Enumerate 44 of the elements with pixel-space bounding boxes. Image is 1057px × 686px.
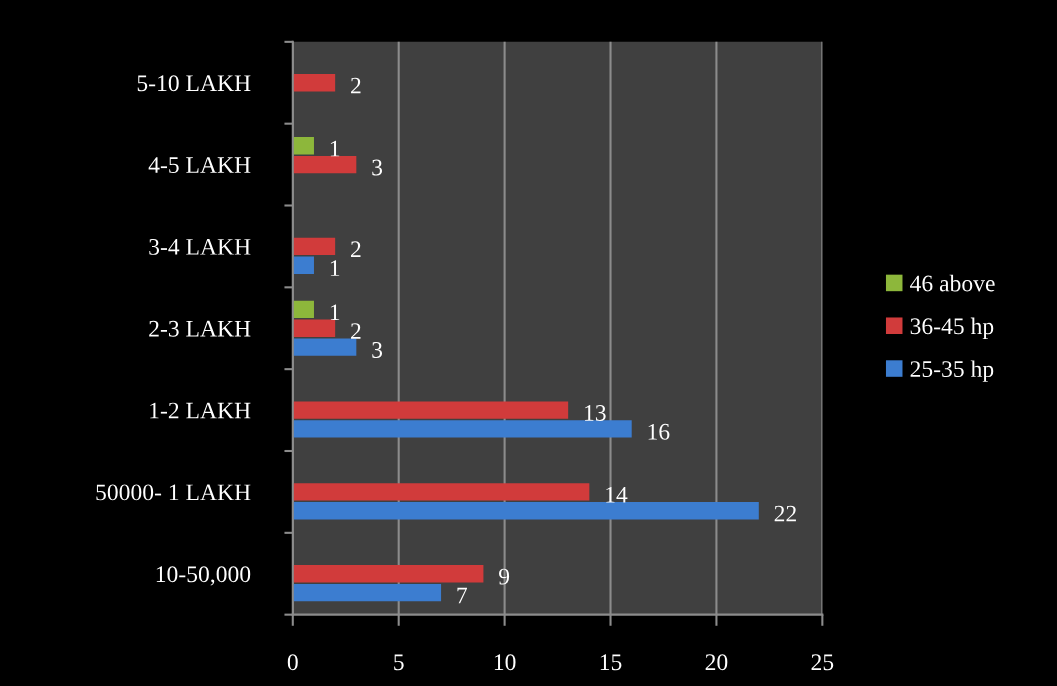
bar [292, 319, 336, 337]
data-label: 13 [585, 405, 606, 421]
bar [292, 237, 336, 256]
data-label: 22 [774, 505, 796, 522]
data-label: 9 [499, 568, 510, 585]
legend-label: 25-35 hp [910, 360, 994, 382]
bar [292, 401, 569, 419]
bar [292, 420, 632, 438]
data-label: 1 [330, 260, 340, 276]
bar [292, 502, 759, 520]
bar [292, 74, 336, 92]
y-tick-label: 4-5 LAKH [148, 157, 251, 174]
legend-label: 46 above [910, 274, 995, 292]
x-tick-label: 20 [705, 654, 728, 671]
x-tick-label: 0 [287, 654, 298, 671]
bar [292, 583, 442, 602]
data-label: 2 [351, 241, 361, 258]
x-tick-label: 25 [811, 654, 834, 671]
data-label: 2 [351, 77, 361, 94]
y-tick-label: 50000- 1 LAKH [96, 484, 251, 501]
x-tick-label: 10 [494, 654, 516, 671]
data-label: 14 [606, 486, 628, 503]
x-tick-label: 5 [394, 654, 404, 671]
bar [292, 300, 314, 319]
y-tick-label: 1-2 LAKH [150, 402, 251, 419]
data-label: 3 [372, 159, 383, 176]
y-tick-label: 3-4 LAKH [149, 238, 251, 255]
data-label: 3 [372, 342, 383, 358]
data-label: 1 [330, 140, 340, 157]
bar [292, 483, 590, 501]
data-label: 16 [648, 423, 670, 440]
data-label: 7 [457, 587, 468, 604]
bar [292, 155, 357, 174]
bar [292, 565, 484, 583]
bar [292, 137, 314, 155]
y-tick-label: 10-50,000 [156, 566, 251, 586]
data-label: 2 [351, 323, 361, 339]
x-tick-label: 15 [600, 654, 622, 671]
y-tick-label: 2-3 LAKH [149, 320, 251, 337]
bar [292, 338, 357, 356]
data-label: 1 [330, 304, 340, 321]
y-tick-label: 5-10 LAKH [137, 75, 251, 92]
legend-label: 36-45 hp [910, 317, 994, 340]
bar [292, 256, 314, 274]
